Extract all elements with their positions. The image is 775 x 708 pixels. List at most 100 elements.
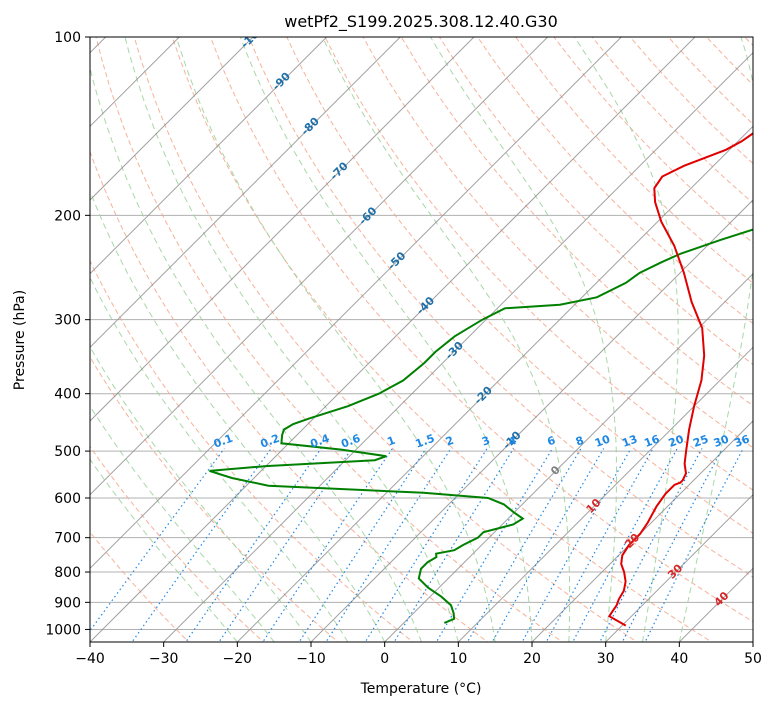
mixing-ratio-label: 4: [507, 434, 519, 449]
mixing-ratio-label: 16: [642, 432, 661, 450]
dry-adiabat-line: [438, 37, 753, 366]
mixing-ratio-label: 3: [480, 434, 492, 449]
mixing-ratio-label: 36: [733, 432, 752, 450]
moist-adiabat-line: [90, 458, 238, 642]
x-tick-label: −10: [296, 651, 326, 667]
y-tick-label: 800: [54, 565, 81, 581]
dry-adiabat-line: [324, 37, 753, 491]
x-tick-label: 0: [380, 651, 389, 667]
moist-adiabat-line: [678, 37, 753, 642]
moist-adiabat-line: [90, 405, 275, 642]
mixing-ratio-line: [545, 448, 654, 642]
isotherms: [90, 37, 753, 642]
isotherm-line: [90, 37, 475, 422]
dry-adiabat-line: [90, 356, 339, 642]
isotherm-line: [90, 37, 549, 496]
moist-adiabat-line: [90, 276, 349, 642]
moist-adiabat-line: [430, 37, 617, 642]
y-axis: 1000 900 800 700 600 500 400 300 200 100: [45, 30, 90, 638]
dry-adiabat-line: [90, 259, 414, 642]
y-tick-label: 900: [54, 595, 81, 611]
mixing-ratio-label: 6: [545, 434, 557, 449]
x-tick-label: −40: [75, 651, 105, 667]
y-tick-label: 500: [54, 444, 81, 460]
mixing-ratio-label: 2: [444, 434, 456, 449]
dry-adiabat-line: [286, 37, 753, 534]
x-axis: −40 −30 −20 −10 0 10 20 30 40 50: [75, 642, 762, 667]
isotherm-line: [90, 37, 696, 642]
isotherm-line: [90, 37, 623, 570]
dry-adiabats: [90, 37, 753, 642]
mixing-ratio-label: 8: [574, 434, 586, 449]
mixing-ratio-line: [262, 448, 393, 642]
mixing-ratio-label: 1.5: [414, 432, 437, 451]
x-tick-label: 10: [449, 651, 467, 667]
mixing-ratio-line: [466, 448, 582, 642]
dry-adiabat-line: [90, 150, 489, 642]
moist-adiabat-line: [322, 37, 571, 642]
dry-adiabat-line: [90, 531, 190, 642]
moist-adiabat-line: [175, 37, 496, 642]
moist-adiabat-line: [574, 37, 679, 642]
x-axis-title: Temperature (°C): [360, 681, 482, 697]
chart-title: wetPf2_S199.2025.308.12.40.G30: [284, 12, 558, 32]
mixing-ratio-label: 25: [691, 432, 710, 449]
x-tick-label: 20: [523, 651, 541, 667]
dry-adiabat-line: [362, 37, 753, 449]
mixing-ratio-label: 13: [620, 432, 639, 449]
moist-adiabat-line: [239, 37, 533, 642]
mixing-ratio-label: 0.1: [212, 432, 235, 451]
pressure-gridlines: [90, 37, 753, 630]
mixing-ratio-label: 1: [385, 434, 397, 449]
mixing-ratio-line: [572, 448, 678, 642]
y-tick-label: 300: [54, 313, 81, 329]
dewpoint-series-line: [209, 228, 753, 624]
temperature-series-line: [607, 132, 753, 627]
isotherm-line: [383, 272, 753, 642]
x-tick-label: −20: [223, 651, 253, 667]
isotherm-line: [90, 37, 254, 201]
dry-adiabat-line: [133, 37, 638, 642]
dry-adiabat-line: [95, 37, 564, 642]
y-axis-title: Pressure (hPa): [12, 290, 28, 390]
isotherm-line: [236, 125, 753, 642]
mixing-ratio-label: 30: [712, 432, 731, 450]
y-tick-label: 200: [54, 208, 81, 224]
isotherm-line: [310, 199, 753, 642]
moist-adiabat-line: [90, 65, 422, 642]
mixing-ratio-label: 0.4: [309, 432, 332, 451]
mixing-ratio-label: 20: [667, 432, 686, 450]
mixing-ratio-line: [131, 448, 272, 642]
isotherm-line: [604, 493, 753, 642]
mixing-ratio-line: [491, 448, 605, 642]
moist-adiabat-line: [90, 189, 386, 642]
dry-adiabat-line: [477, 37, 753, 325]
mixing-ratio-line: [298, 448, 427, 642]
isotherm-line: [162, 51, 753, 642]
moist-adiabats: [90, 37, 753, 642]
mixing-ratio-line: [325, 448, 452, 642]
mixing-ratio-label: 0.2: [259, 432, 282, 451]
mixing-ratio-label: 0.6: [339, 432, 362, 451]
isotherm-line: [90, 37, 402, 349]
x-tick-label: 30: [597, 651, 615, 667]
y-tick-label: 1000: [45, 622, 81, 638]
x-tick-label: −30: [149, 651, 179, 667]
mixing-ratio-line: [364, 448, 488, 642]
isotherm-line: [90, 37, 328, 275]
x-tick-label: 50: [744, 651, 762, 667]
mixing-ratio-line: [521, 448, 632, 642]
dry-adiabat-line: [90, 445, 265, 642]
plot-area: -100-90-80-70-60-50-40-30-20-10010203040…: [90, 37, 753, 642]
y-tick-label: 100: [54, 30, 81, 46]
isotherm-line: [457, 346, 753, 642]
y-tick-label: 700: [54, 531, 81, 547]
mixing-ratio-line: [393, 448, 515, 642]
plot-frame: [89, 36, 754, 643]
x-tick-label: 40: [670, 651, 688, 667]
mixing-ratio-labels: 0.1 0.2 0.4 0.6 1 1.5 2 3 4 6 8 10 13 16 20 25 30 36: [212, 432, 752, 451]
y-tick-label: 600: [54, 491, 81, 507]
isotherm-line: [90, 37, 181, 128]
